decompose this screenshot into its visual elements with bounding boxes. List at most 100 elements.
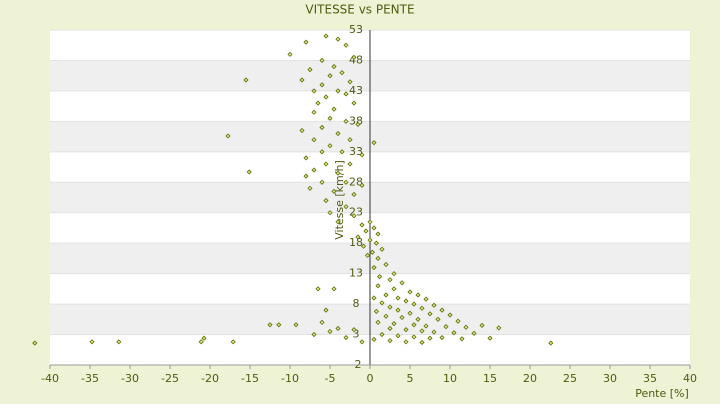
point [246,169,252,175]
point [407,310,413,316]
y-tick-label: 18 [349,236,363,249]
x-tick-label: 40 [683,372,697,385]
point [230,339,236,345]
point [355,234,361,240]
point [391,321,397,327]
point [379,300,385,306]
y-tick-label: 28 [349,175,363,188]
point [323,94,329,100]
point [327,328,333,335]
point [379,246,385,252]
point [383,292,389,298]
point [359,152,365,158]
point [311,167,317,173]
point [419,328,425,334]
point [323,33,329,39]
point [303,39,309,45]
point [375,231,381,237]
point [343,91,349,97]
x-tick-label: 10 [443,372,457,385]
y-tick-label: 8 [353,297,360,310]
point [351,54,357,60]
point [471,330,477,336]
point [307,67,313,73]
y-tick-label: 23 [349,206,363,219]
point [323,197,329,204]
point [293,322,299,328]
point [315,286,321,292]
x-tick-label: -10 [281,372,299,385]
point [327,73,333,79]
point [347,161,353,167]
point [225,133,231,139]
point [411,334,417,340]
point [276,322,282,328]
point [319,319,325,325]
point [331,63,337,70]
x-tick-label: 30 [603,372,617,385]
point [287,51,293,57]
point [369,249,375,255]
point [431,302,437,308]
point [303,155,309,161]
point [383,313,389,319]
point [371,264,377,271]
point [395,333,401,339]
x-tick-label: 20 [523,372,537,385]
point [375,283,381,289]
point [335,88,341,94]
point [335,130,341,137]
point [243,77,249,83]
point [351,213,357,219]
point [455,318,461,324]
point [339,70,345,76]
x-axis-title: Pente [%] [635,387,689,400]
point [439,307,445,313]
point [335,325,341,332]
point [387,304,393,310]
point [391,286,397,292]
point [327,115,333,121]
point [367,219,373,225]
point [548,340,554,346]
point [371,336,377,342]
point [303,173,309,179]
y-tick-label: 33 [349,145,363,158]
point [319,149,325,155]
point [351,191,357,198]
point [347,137,353,143]
point [201,335,207,341]
x-tick-label: 0 [367,372,374,385]
point [311,137,317,143]
point [307,185,313,191]
point [427,335,433,341]
point [403,298,409,304]
x-tick-label: -20 [201,372,219,385]
point [351,327,357,333]
point [431,329,437,335]
point [403,327,409,333]
point [479,322,485,328]
point [395,295,401,301]
x-tick-label: 15 [483,372,497,385]
x-tick-label: -35 [81,372,99,385]
point [343,335,349,341]
point [198,339,204,345]
point [447,312,453,318]
point [395,307,401,313]
point [463,324,469,330]
point [415,316,421,322]
y-tick-label: 38 [349,114,363,127]
y-axis-title: Vitesse [km/h] [333,160,346,240]
x-tick-label: 25 [563,372,577,385]
point [89,339,95,345]
point [371,295,377,301]
point [367,237,373,243]
point [267,322,273,328]
point [419,339,425,346]
point [327,210,333,216]
point [343,179,349,185]
point [359,222,365,228]
y-tick-label: 43 [349,84,363,97]
